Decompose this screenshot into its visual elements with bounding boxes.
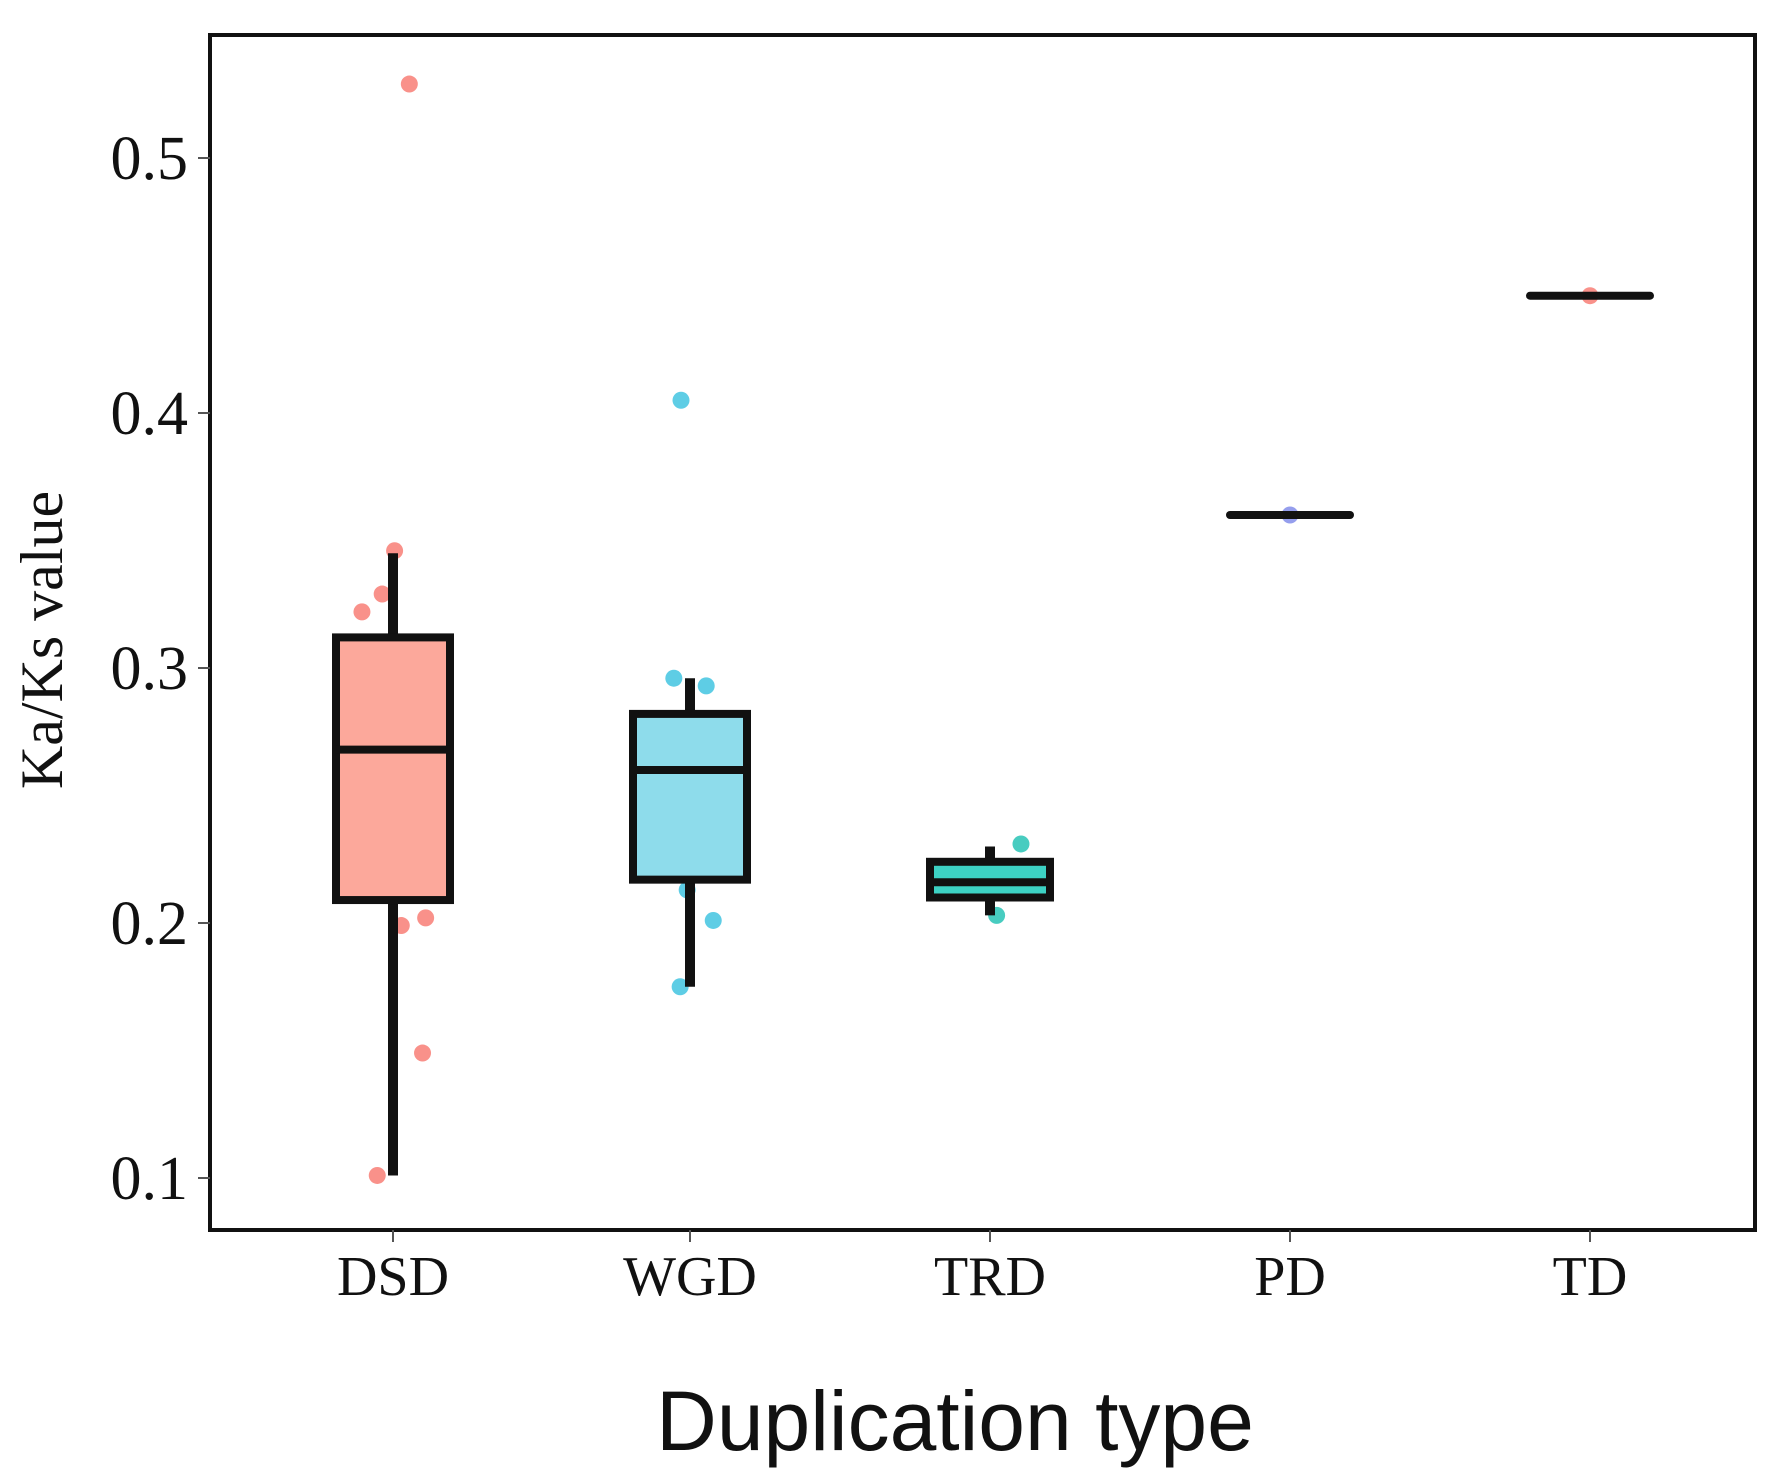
x-axis-title: Duplication type bbox=[656, 1374, 1254, 1468]
x-tick-label-wgd: WGD bbox=[623, 1246, 757, 1308]
data-point-wgd bbox=[671, 978, 689, 996]
data-point-dsd bbox=[414, 1044, 432, 1062]
data-point-dsd bbox=[373, 585, 391, 603]
y-tick-label: 0.1 bbox=[111, 1145, 189, 1213]
data-point-wgd bbox=[665, 669, 683, 687]
y-tick-label: 0.4 bbox=[111, 380, 189, 448]
boxes bbox=[332, 291, 1654, 1176]
x-axis: DSD WGD TRD PD TD bbox=[337, 1230, 1627, 1308]
box-body-dsd bbox=[332, 633, 454, 905]
x-tick-label-dsd: DSD bbox=[337, 1246, 449, 1308]
data-point-dsd bbox=[353, 603, 371, 621]
data-point-dsd bbox=[417, 909, 435, 927]
data-point-wgd bbox=[697, 677, 715, 695]
x-tick-label-trd: TRD bbox=[934, 1246, 1046, 1308]
data-point-dsd bbox=[368, 1166, 386, 1184]
data-point-wgd bbox=[704, 911, 722, 929]
y-axis-title: Ka/Ks value bbox=[9, 491, 75, 789]
data-point-wgd bbox=[672, 391, 690, 409]
y-axis: 0.1 0.2 0.3 0.4 0.5 bbox=[111, 125, 210, 1213]
x-tick-label-pd: PD bbox=[1254, 1246, 1326, 1308]
data-point-trd bbox=[1012, 835, 1030, 853]
y-tick-label: 0.5 bbox=[111, 125, 189, 193]
box-body-wgd bbox=[629, 709, 751, 884]
data-point-dsd bbox=[400, 75, 418, 93]
x-tick-label-td: TD bbox=[1553, 1246, 1628, 1308]
y-tick-label: 0.2 bbox=[111, 890, 189, 958]
plot-panel-border bbox=[208, 33, 1757, 1232]
jitter-points bbox=[353, 75, 1599, 1184]
y-tick-label: 0.3 bbox=[111, 635, 189, 703]
